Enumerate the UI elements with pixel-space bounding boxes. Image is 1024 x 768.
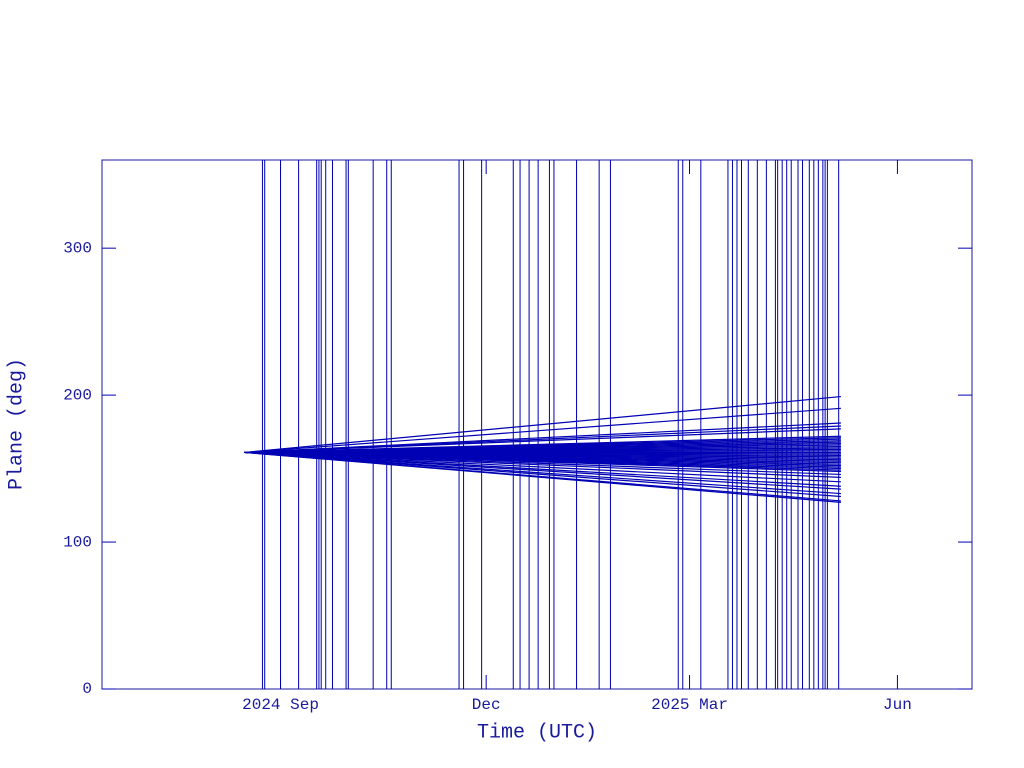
- data-line: [244, 451, 841, 478]
- y-tick-label: 300: [63, 239, 92, 257]
- data-line: [244, 451, 841, 498]
- data-line: [244, 451, 841, 490]
- data-line: [244, 451, 841, 483]
- y-axis-label: Plane (deg): [5, 358, 28, 490]
- plot-frame: [101, 159, 973, 690]
- x-tick-label: 2024 Sep: [242, 696, 319, 714]
- data-line: [244, 451, 841, 503]
- data-line: [244, 395, 841, 454]
- x-tick-label: Jun: [883, 696, 912, 714]
- y-tick-label: 200: [63, 386, 92, 404]
- data-line: [244, 428, 841, 454]
- data-line: [244, 407, 841, 454]
- x-axis-label: Time (UTC): [477, 721, 597, 744]
- y-tick-label: 100: [63, 533, 92, 551]
- y-tick-label: 0: [82, 680, 92, 698]
- x-tick-label: Dec: [472, 696, 501, 714]
- x-tick-label: 2025 Mar: [651, 696, 728, 714]
